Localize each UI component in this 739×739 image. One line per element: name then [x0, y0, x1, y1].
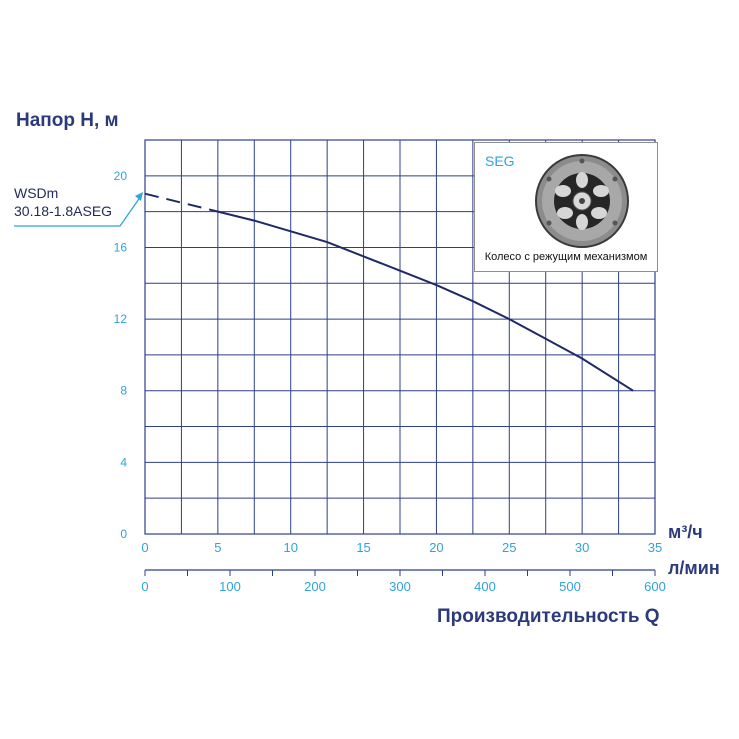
secondary-tick-label: 600	[644, 579, 666, 594]
series	[144, 192, 634, 392]
x-tick-label: 15	[356, 540, 370, 555]
x-tick-label: 30	[575, 540, 589, 555]
y-tick-label: 16	[114, 240, 128, 254]
secondary-tick-label: 200	[304, 579, 326, 594]
series-label-code: 30.18-1.8ASEG	[14, 203, 113, 219]
inset-caption: Колесо с режущим механизмом	[484, 251, 648, 263]
plot-frame	[144, 139, 656, 535]
x-tick-label: 5	[214, 540, 221, 555]
y-tick-label: 0	[120, 527, 127, 541]
label-arrowhead	[135, 192, 143, 201]
series-label-model: WSDm	[14, 185, 59, 201]
x-unit-secondary: л/мин	[668, 558, 720, 578]
impeller-image	[535, 154, 629, 248]
x-tick-label: 10	[283, 540, 297, 555]
y-tick-label: 20	[114, 169, 128, 183]
tick-labels: 0 5 10 15 20 25 30 35 0 4 8 12 16 20	[114, 169, 663, 555]
inset-title: SEG	[485, 153, 515, 169]
x-tick-label: 20	[429, 540, 443, 555]
y-tick-label: 12	[114, 312, 128, 326]
secondary-tick-label: 100	[219, 579, 241, 594]
secondary-axis: 0 100 200 300 400 500 600	[141, 569, 666, 594]
secondary-tick-label: 400	[474, 579, 496, 594]
secondary-tick-label: 300	[389, 579, 411, 594]
y-tick-label: 4	[120, 455, 127, 469]
secondary-tick-label: 0	[141, 579, 148, 594]
label-arrow	[14, 192, 143, 227]
x-unit-primary: м³/ч	[668, 522, 703, 542]
y-tick-label: 8	[120, 384, 127, 398]
x-axis-title: Производительность Q	[437, 606, 660, 627]
curve-dashed-segment	[144, 192, 219, 213]
curve-solid-segment	[217, 210, 634, 392]
x-tick-label: 0	[141, 540, 148, 555]
y-axis-title: Напор H, м	[16, 110, 119, 131]
label-leader-line	[14, 195, 142, 227]
x-tick-label: 25	[502, 540, 516, 555]
secondary-tick-label: 500	[559, 579, 581, 594]
x-tick-label: 35	[648, 540, 662, 555]
impeller-inset: SEG Колесо с режущим механизмом	[474, 142, 658, 272]
